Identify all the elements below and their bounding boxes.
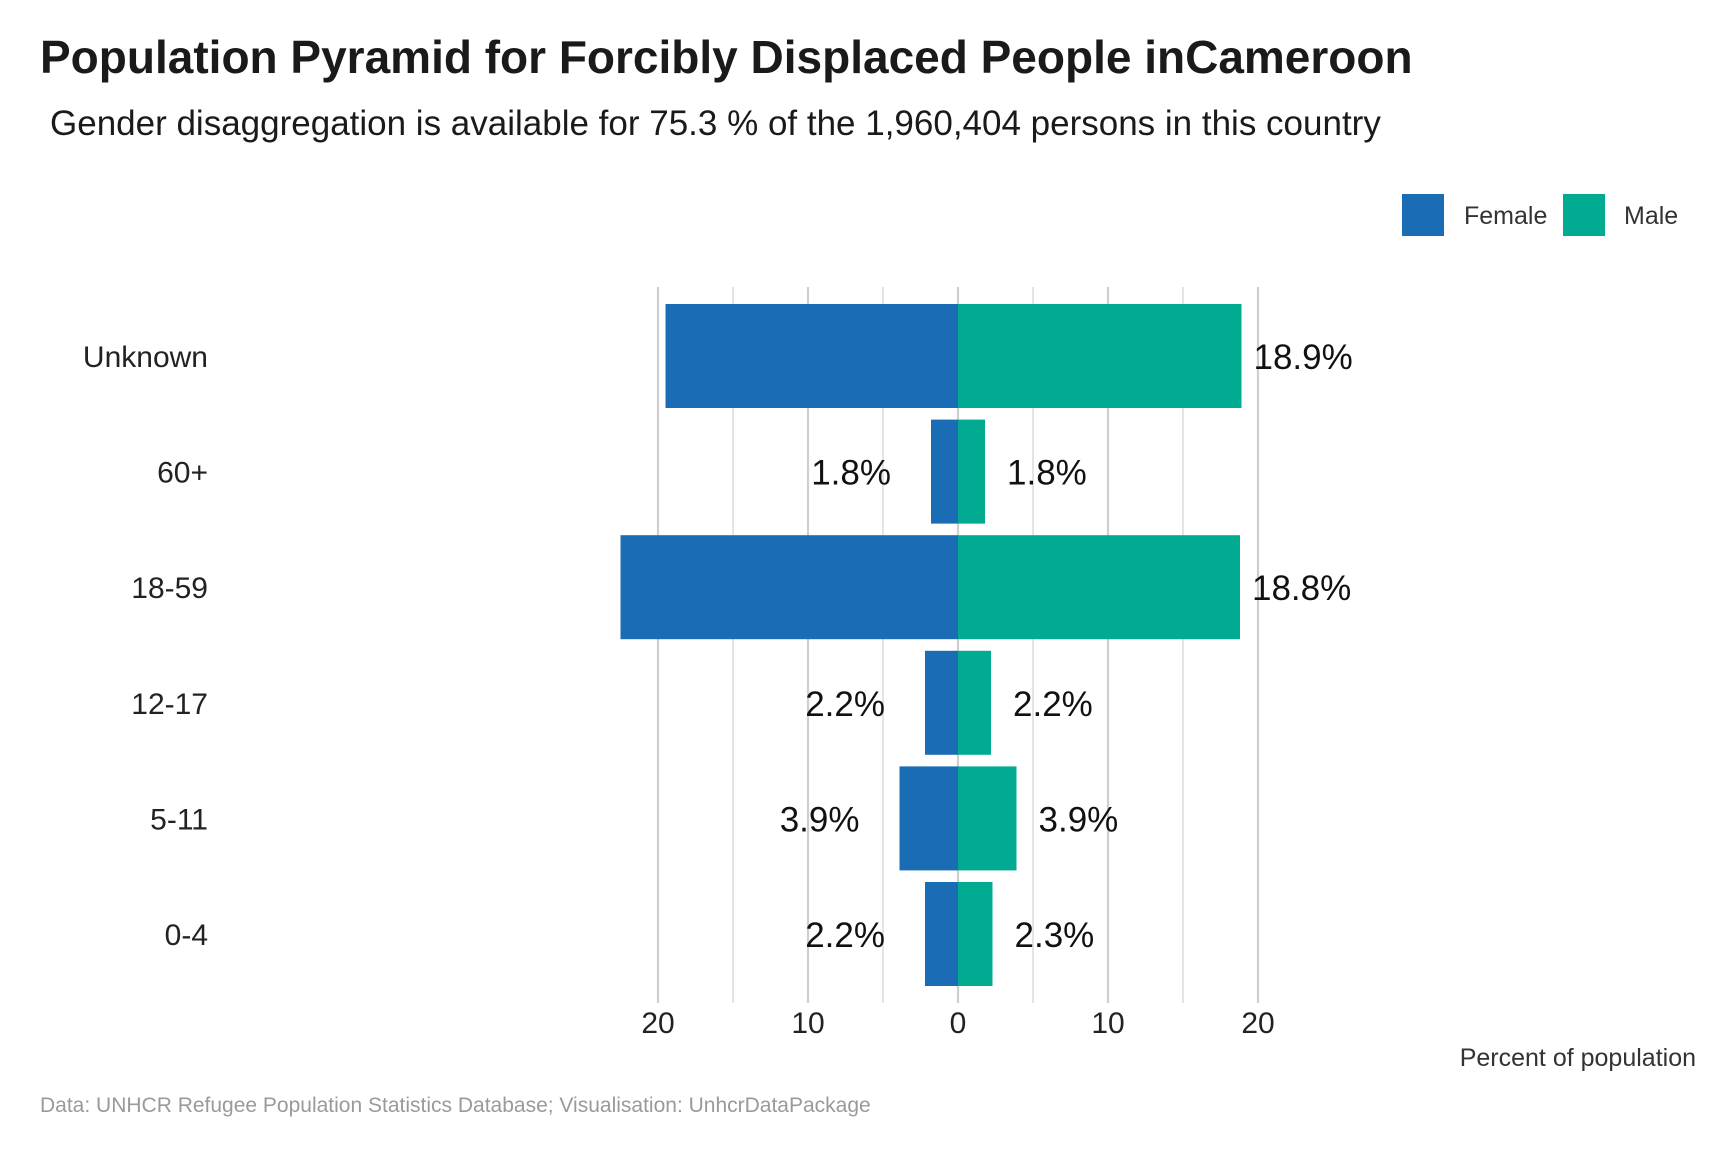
bar-male-5-11 bbox=[958, 766, 1017, 871]
x-tick-label: 20 bbox=[641, 1007, 674, 1040]
legend: Female Male bbox=[1402, 194, 1678, 236]
chart-subtitle: Gender disaggregation is available for 7… bbox=[50, 104, 1381, 143]
legend-label-female: Female bbox=[1464, 202, 1547, 230]
data-label-female-60: 1.8% bbox=[811, 454, 891, 493]
bar-female-60 bbox=[931, 419, 958, 524]
bar-female-18-59 bbox=[620, 535, 958, 640]
bar-female-0-4 bbox=[925, 882, 958, 986]
category-label-18-59: 18-59 bbox=[131, 572, 208, 605]
data-label-female-0-4: 2.2% bbox=[805, 916, 885, 955]
x-axis-title: Percent of population bbox=[1460, 1044, 1696, 1072]
data-label-male-0-4: 2.3% bbox=[1015, 916, 1095, 955]
x-tick-label: 10 bbox=[791, 1007, 824, 1040]
chart-caption: Data: UNHCR Refugee Population Statistic… bbox=[40, 1094, 871, 1117]
category-label-12-17: 12-17 bbox=[131, 688, 208, 721]
bar-male-18-59 bbox=[958, 535, 1240, 640]
bar-male-0-4 bbox=[958, 882, 993, 986]
bar-female-12-17 bbox=[925, 650, 958, 755]
data-label-female-5-11: 3.9% bbox=[780, 800, 860, 839]
data-label-male-5-11: 3.9% bbox=[1039, 800, 1119, 839]
x-axis-ticks: 20 10 0 10 20 bbox=[641, 1007, 1274, 1040]
bar-female-unknown bbox=[665, 304, 958, 408]
legend-swatch-male bbox=[1563, 194, 1605, 236]
data-label-male-unknown: 18.9% bbox=[1254, 338, 1353, 377]
category-label-60: 60+ bbox=[157, 457, 208, 490]
x-tick-label: 20 bbox=[1241, 1007, 1274, 1040]
category-label-0-4: 0-4 bbox=[165, 919, 208, 952]
bar-male-12-17 bbox=[958, 650, 991, 755]
data-label-male-12-17: 2.2% bbox=[1013, 685, 1093, 724]
bar-male-60 bbox=[958, 419, 985, 524]
data-label-male-60: 1.8% bbox=[1007, 454, 1087, 493]
x-tick-label: 0 bbox=[950, 1007, 967, 1040]
bar-female-5-11 bbox=[899, 766, 958, 871]
chart-title: Population Pyramid for Forcibly Displace… bbox=[40, 31, 1413, 83]
legend-swatch-female bbox=[1402, 194, 1444, 236]
bar-male-unknown bbox=[958, 304, 1242, 408]
legend-label-male: Male bbox=[1624, 202, 1678, 230]
x-tick-label: 10 bbox=[1091, 1007, 1124, 1040]
bars bbox=[620, 304, 1242, 986]
category-label-5-11: 5-11 bbox=[150, 803, 208, 836]
data-label-male-18-59: 18.8% bbox=[1252, 569, 1351, 608]
category-label-unknown: Unknown bbox=[83, 341, 208, 374]
category-labels: Unknown 60+ 18-59 12-17 5-11 0-4 bbox=[83, 341, 208, 952]
data-label-female-12-17: 2.2% bbox=[805, 685, 885, 724]
data-labels: 18.9% 1.8% 1.8% 18.8% 2.2% 2.2% 3.9% 3.9% 2.2% 2.… bbox=[780, 338, 1353, 955]
